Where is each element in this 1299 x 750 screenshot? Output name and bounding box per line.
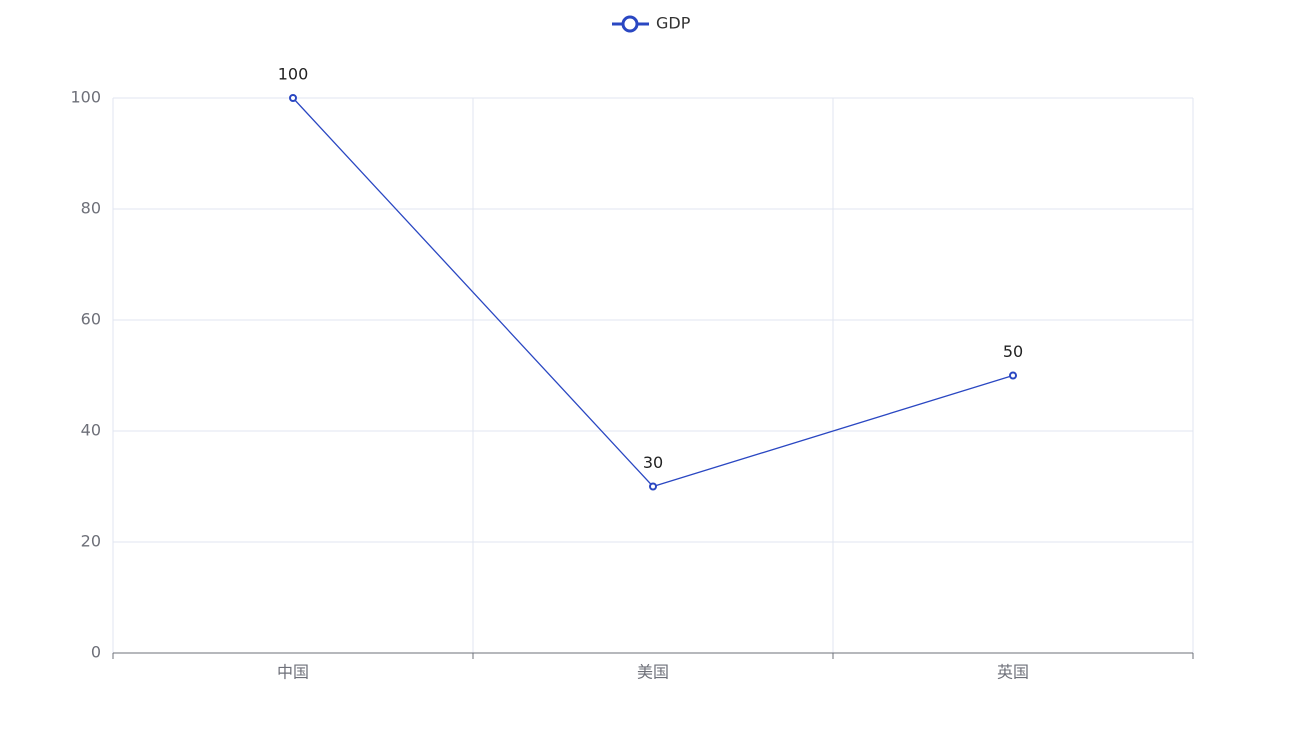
y-tick-label: 100 [70,88,101,107]
y-tick-label: 0 [91,643,101,662]
x-tick-label: 英国 [997,663,1029,682]
y-tick-label: 40 [81,421,101,440]
legend-label: GDP [656,14,691,33]
point [1009,371,1017,380]
x-tick-label: 美国 [637,663,669,682]
x-tick-label: 中国 [277,663,309,682]
y-tick-label: 20 [81,532,101,551]
data-label: 50 [1003,342,1023,361]
legend-icon-circle [621,15,639,33]
series-line [292,97,1014,488]
y-tick-label: 80 [81,199,101,218]
data-label: 30 [643,453,663,472]
data-label: 100 [278,65,309,84]
point [649,482,657,491]
y-tick-label: 60 [81,310,101,329]
point [289,94,297,102]
